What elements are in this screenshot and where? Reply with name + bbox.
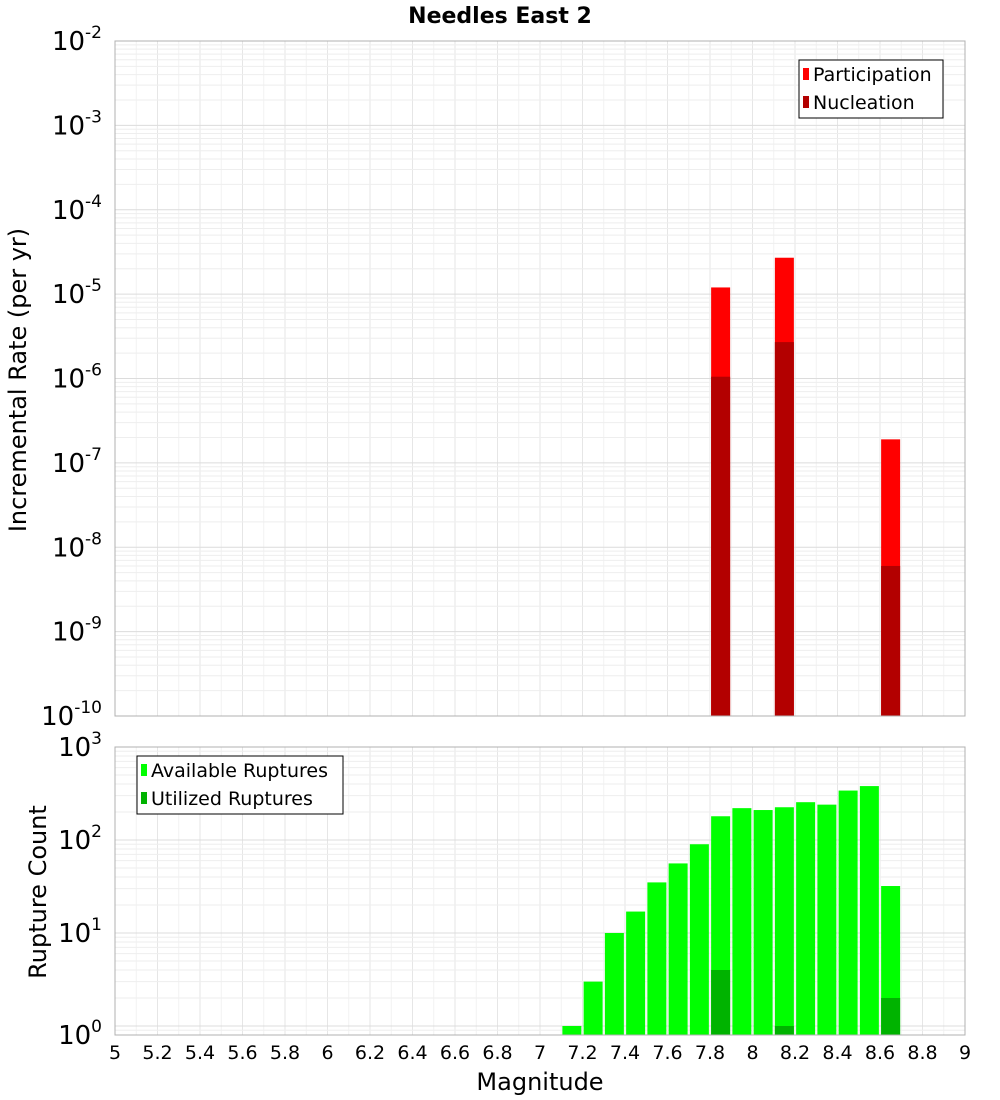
bar-available-ruptures bbox=[583, 981, 603, 1035]
legend-label: Nucleation bbox=[813, 92, 915, 114]
bar-utilized-ruptures bbox=[881, 997, 901, 1035]
x-tick-label: 7.4 bbox=[610, 1042, 640, 1064]
bar-available-ruptures bbox=[796, 802, 816, 1035]
x-tick-label: 5.2 bbox=[142, 1042, 172, 1064]
y-tick-label: 10-4 bbox=[52, 192, 102, 226]
bar-available-ruptures bbox=[859, 786, 879, 1035]
y-tick-label: 101 bbox=[58, 915, 102, 949]
x-tick-label: 6.2 bbox=[355, 1042, 385, 1064]
x-tick-label: 6.4 bbox=[397, 1042, 427, 1064]
x-tick-label: 5.4 bbox=[185, 1042, 215, 1064]
bar-available-ruptures bbox=[647, 882, 667, 1035]
bar-available-ruptures bbox=[626, 911, 646, 1035]
bar-available-ruptures bbox=[732, 808, 752, 1035]
legend-label: Available Ruptures bbox=[151, 760, 328, 782]
legend-box-1 bbox=[798, 59, 944, 119]
bar-available-ruptures bbox=[774, 807, 794, 1035]
top-y-axis-label: Incremental Rate (per yr) bbox=[4, 228, 32, 532]
x-tick-label: 7.8 bbox=[695, 1042, 725, 1064]
legend-label: Utilized Ruptures bbox=[151, 788, 313, 810]
x-tick-label: 8.2 bbox=[780, 1042, 810, 1064]
legend-swatch bbox=[803, 68, 809, 80]
plot-frame-1 bbox=[114, 40, 966, 717]
bar-available-ruptures bbox=[668, 863, 688, 1035]
y-tick-label: 10-2 bbox=[52, 23, 102, 57]
x-tick-label: 8.6 bbox=[865, 1042, 895, 1064]
x-tick-label: 8 bbox=[746, 1042, 758, 1064]
bar-available-ruptures bbox=[817, 804, 837, 1035]
bar-available-ruptures bbox=[604, 932, 624, 1035]
x-tick-label: 5 bbox=[109, 1042, 121, 1064]
y-tick-label: 10-10 bbox=[41, 698, 102, 732]
bar-nucleation bbox=[711, 376, 731, 716]
x-tick-label: 6 bbox=[321, 1042, 333, 1064]
y-tick-label: 10-6 bbox=[52, 361, 102, 395]
y-tick-label: 102 bbox=[58, 822, 102, 856]
bar-available-ruptures bbox=[753, 810, 773, 1035]
legend-swatch bbox=[803, 96, 809, 108]
x-tick-label: 7.2 bbox=[567, 1042, 597, 1064]
y-tick-label: 10-8 bbox=[52, 529, 102, 563]
bar-available-ruptures bbox=[881, 886, 901, 1035]
bar-available-ruptures bbox=[838, 790, 858, 1035]
y-tick-label: 10-3 bbox=[52, 107, 102, 141]
bar-utilized-ruptures bbox=[774, 1025, 794, 1035]
legend-box-2 bbox=[136, 755, 344, 815]
bar-nucleation bbox=[774, 342, 794, 716]
bar-utilized-ruptures bbox=[711, 969, 731, 1035]
bar-available-ruptures bbox=[689, 844, 709, 1035]
legend-label: Participation bbox=[813, 64, 932, 86]
y-tick-label: 103 bbox=[58, 729, 102, 763]
x-tick-label: 7 bbox=[534, 1042, 546, 1064]
legend-swatch bbox=[141, 764, 147, 776]
y-tick-label: 10-5 bbox=[52, 276, 102, 310]
x-tick-label: 8.4 bbox=[822, 1042, 852, 1064]
x-tick-label: 6.8 bbox=[482, 1042, 512, 1064]
bottom-y-axis-label: Rupture Count bbox=[24, 805, 52, 979]
x-tick-label: 9 bbox=[959, 1042, 971, 1064]
legend-swatch bbox=[141, 792, 147, 804]
x-tick-label: 5.8 bbox=[270, 1042, 300, 1064]
bar-available-ruptures bbox=[562, 1025, 582, 1035]
y-tick-label: 10-9 bbox=[52, 614, 102, 648]
x-tick-label: 6.6 bbox=[440, 1042, 470, 1064]
bar-nucleation bbox=[881, 565, 901, 716]
plot-frame-2 bbox=[114, 746, 966, 1036]
x-tick-label: 7.6 bbox=[652, 1042, 682, 1064]
x-tick-label: 8.8 bbox=[907, 1042, 937, 1064]
chart-title: Needles East 2 bbox=[408, 4, 592, 29]
x-tick-label: 5.6 bbox=[227, 1042, 257, 1064]
y-tick-label: 100 bbox=[58, 1017, 102, 1051]
x-axis-label: Magnitude bbox=[476, 1068, 603, 1096]
y-tick-label: 10-7 bbox=[52, 445, 102, 479]
